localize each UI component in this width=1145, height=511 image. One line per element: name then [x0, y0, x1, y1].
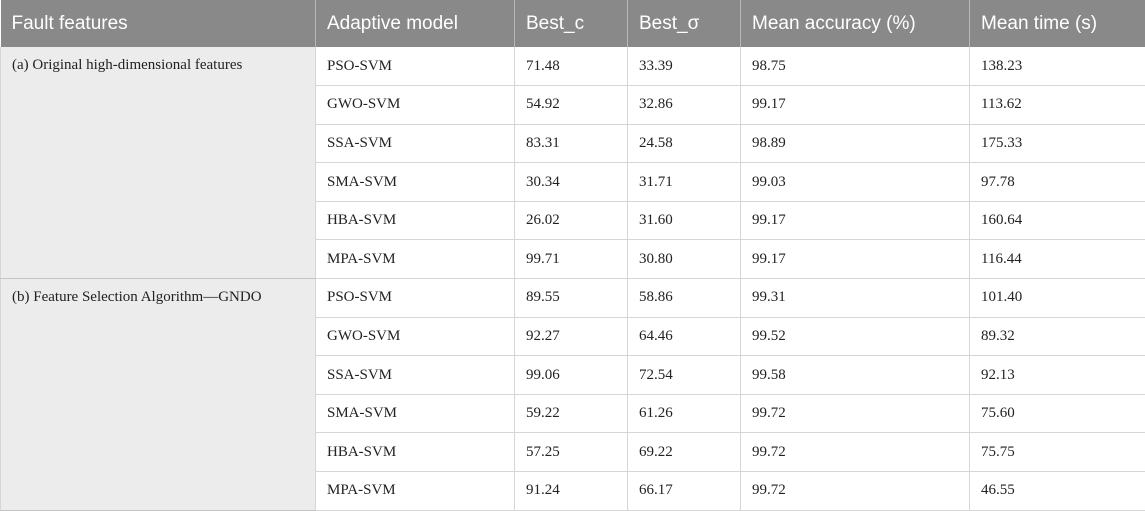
cell-best-sigma: 64.46	[628, 317, 741, 356]
cell-mean-accuracy: 99.72	[741, 433, 970, 472]
cell-best-sigma: 32.86	[628, 86, 741, 125]
cell-mean-time: 75.60	[970, 394, 1145, 433]
table-header: Fault features Adaptive model Best_c Bes…	[1, 0, 1145, 47]
cell-best-c: 91.24	[515, 472, 628, 511]
cell-best-sigma: 61.26	[628, 394, 741, 433]
cell-mean-time: 46.55	[970, 472, 1145, 511]
cell-mean-accuracy: 99.03	[741, 163, 970, 202]
header-row: Fault features Adaptive model Best_c Bes…	[1, 0, 1145, 47]
cell-best-c: 89.55	[515, 279, 628, 318]
cell-mean-accuracy: 98.75	[741, 47, 970, 86]
cell-model: SMA-SVM	[316, 394, 515, 433]
cell-model: HBA-SVM	[316, 201, 515, 240]
cell-mean-time: 97.78	[970, 163, 1145, 202]
cell-mean-accuracy: 99.17	[741, 240, 970, 279]
cell-best-c: 57.25	[515, 433, 628, 472]
cell-best-c: 99.71	[515, 240, 628, 279]
cell-model: SMA-SVM	[316, 163, 515, 202]
cell-best-c: 54.92	[515, 86, 628, 125]
cell-mean-time: 138.23	[970, 47, 1145, 86]
cell-best-sigma: 24.58	[628, 124, 741, 163]
cell-best-sigma: 33.39	[628, 47, 741, 86]
cell-mean-time: 75.75	[970, 433, 1145, 472]
header-best-sigma: Best_σ	[628, 0, 741, 47]
cell-mean-accuracy: 99.31	[741, 279, 970, 318]
cell-best-sigma: 66.17	[628, 472, 741, 511]
header-mean-time: Mean time (s)	[970, 0, 1145, 47]
cell-best-sigma: 72.54	[628, 356, 741, 395]
cell-best-c: 59.22	[515, 394, 628, 433]
cell-best-sigma: 31.71	[628, 163, 741, 202]
cell-mean-time: 113.62	[970, 86, 1145, 125]
group-label: (a) Original high-dimensional features	[1, 47, 316, 279]
cell-best-c: 26.02	[515, 201, 628, 240]
header-fault-features: Fault features	[1, 0, 316, 47]
cell-mean-accuracy: 99.58	[741, 356, 970, 395]
cell-model: GWO-SVM	[316, 86, 515, 125]
cell-mean-accuracy: 99.17	[741, 86, 970, 125]
cell-model: PSO-SVM	[316, 279, 515, 318]
cell-mean-accuracy: 99.72	[741, 394, 970, 433]
cell-mean-accuracy: 99.17	[741, 201, 970, 240]
cell-mean-accuracy: 99.52	[741, 317, 970, 356]
cell-mean-accuracy: 98.89	[741, 124, 970, 163]
header-best-c: Best_c	[515, 0, 628, 47]
cell-best-sigma: 69.22	[628, 433, 741, 472]
cell-best-sigma: 31.60	[628, 201, 741, 240]
group-label: (b) Feature Selection Algorithm—GNDO	[1, 279, 316, 511]
cell-mean-time: 116.44	[970, 240, 1145, 279]
cell-model: PSO-SVM	[316, 47, 515, 86]
cell-best-sigma: 58.86	[628, 279, 741, 318]
cell-mean-time: 89.32	[970, 317, 1145, 356]
header-mean-accuracy: Mean accuracy (%)	[741, 0, 970, 47]
cell-best-c: 71.48	[515, 47, 628, 86]
cell-model: SSA-SVM	[316, 124, 515, 163]
cell-best-c: 30.34	[515, 163, 628, 202]
cell-model: GWO-SVM	[316, 317, 515, 356]
header-adaptive-model: Adaptive model	[316, 0, 515, 47]
cell-mean-time: 92.13	[970, 356, 1145, 395]
cell-best-c: 83.31	[515, 124, 628, 163]
cell-model: MPA-SVM	[316, 472, 515, 511]
cell-best-c: 99.06	[515, 356, 628, 395]
cell-model: HBA-SVM	[316, 433, 515, 472]
cell-model: SSA-SVM	[316, 356, 515, 395]
cell-model: MPA-SVM	[316, 240, 515, 279]
cell-best-c: 92.27	[515, 317, 628, 356]
cell-mean-accuracy: 99.72	[741, 472, 970, 511]
cell-mean-time: 101.40	[970, 279, 1145, 318]
cell-best-sigma: 30.80	[628, 240, 741, 279]
cell-mean-time: 160.64	[970, 201, 1145, 240]
cell-mean-time: 175.33	[970, 124, 1145, 163]
